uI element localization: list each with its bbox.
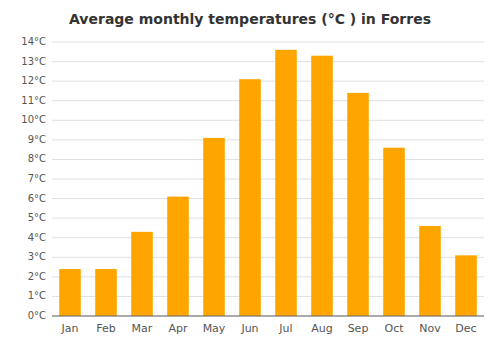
bar [419,226,441,316]
y-tick-label: 11°C [21,95,46,106]
grid-line [52,179,484,180]
bars [59,50,477,316]
y-tick-label: 14°C [21,36,46,47]
x-tick-label: Jan [61,322,79,335]
x-tick-label: Nov [419,322,441,335]
chart-svg: Average monthly temperatures (°C ) in Fo… [0,0,500,350]
y-tick-label: 8°C [28,153,46,164]
bar [131,232,153,316]
bar [239,79,261,316]
bar [383,148,405,316]
chart-title: Average monthly temperatures (°C ) in Fo… [69,11,431,27]
x-tick-label: Mar [132,322,153,335]
bar [275,50,297,316]
y-tick-label: 12°C [21,75,46,86]
page: {"chart_data": {"type": "bar", "title": … [0,0,500,350]
bar [167,197,189,316]
chart-container: Average monthly temperatures (°C ) in Fo… [0,0,500,350]
grid-line [52,61,484,62]
y-tick-label: 1°C [28,290,46,301]
x-tick-labels: Jan Feb Mar Apr May Jun Jul Aug Sep Oct Nov Dec [61,322,477,335]
x-tick-label: Dec [455,322,476,335]
y-tick-label: 0°C [28,310,46,321]
grid-line [52,198,484,199]
grid-line [52,218,484,219]
y-tick-label: 4°C [28,232,46,243]
x-tick-label: Jul [278,322,292,335]
bar [455,255,477,316]
grid-line [52,159,484,160]
y-tick-label: 13°C [21,56,46,67]
bar [59,269,81,316]
x-axis-line [52,316,484,317]
x-tick-label: Aug [311,322,332,335]
grid-line [52,316,484,317]
bar [311,56,333,316]
y-tick-label: 9°C [28,134,46,145]
bar [95,269,117,316]
grid-line [52,42,484,43]
grid-line [52,120,484,121]
bar [203,138,225,316]
y-tick-label: 3°C [28,251,46,262]
bar [347,93,369,316]
grid-line [52,100,484,101]
x-tick-label: Oct [384,322,404,335]
y-tick-label: 10°C [21,114,46,125]
grid-line [52,139,484,140]
y-tick-label: 6°C [28,193,46,204]
x-tick-label: Jun [240,322,258,335]
y-tick-label: 5°C [28,212,46,223]
x-tick-label: May [203,322,226,335]
y-grid [52,42,484,316]
y-tick-labels: 0°C 1°C 2°C 3°C 4°C 5°C 6°C 7°C 8°C 9°C 10°C 11°C 12… [21,36,46,321]
x-tick-label: Apr [168,322,188,335]
x-tick-label: Feb [96,322,115,335]
grid-line [52,81,484,82]
y-tick-label: 7°C [28,173,46,184]
x-tick-label: Sep [348,322,369,335]
y-tick-label: 2°C [28,271,46,282]
